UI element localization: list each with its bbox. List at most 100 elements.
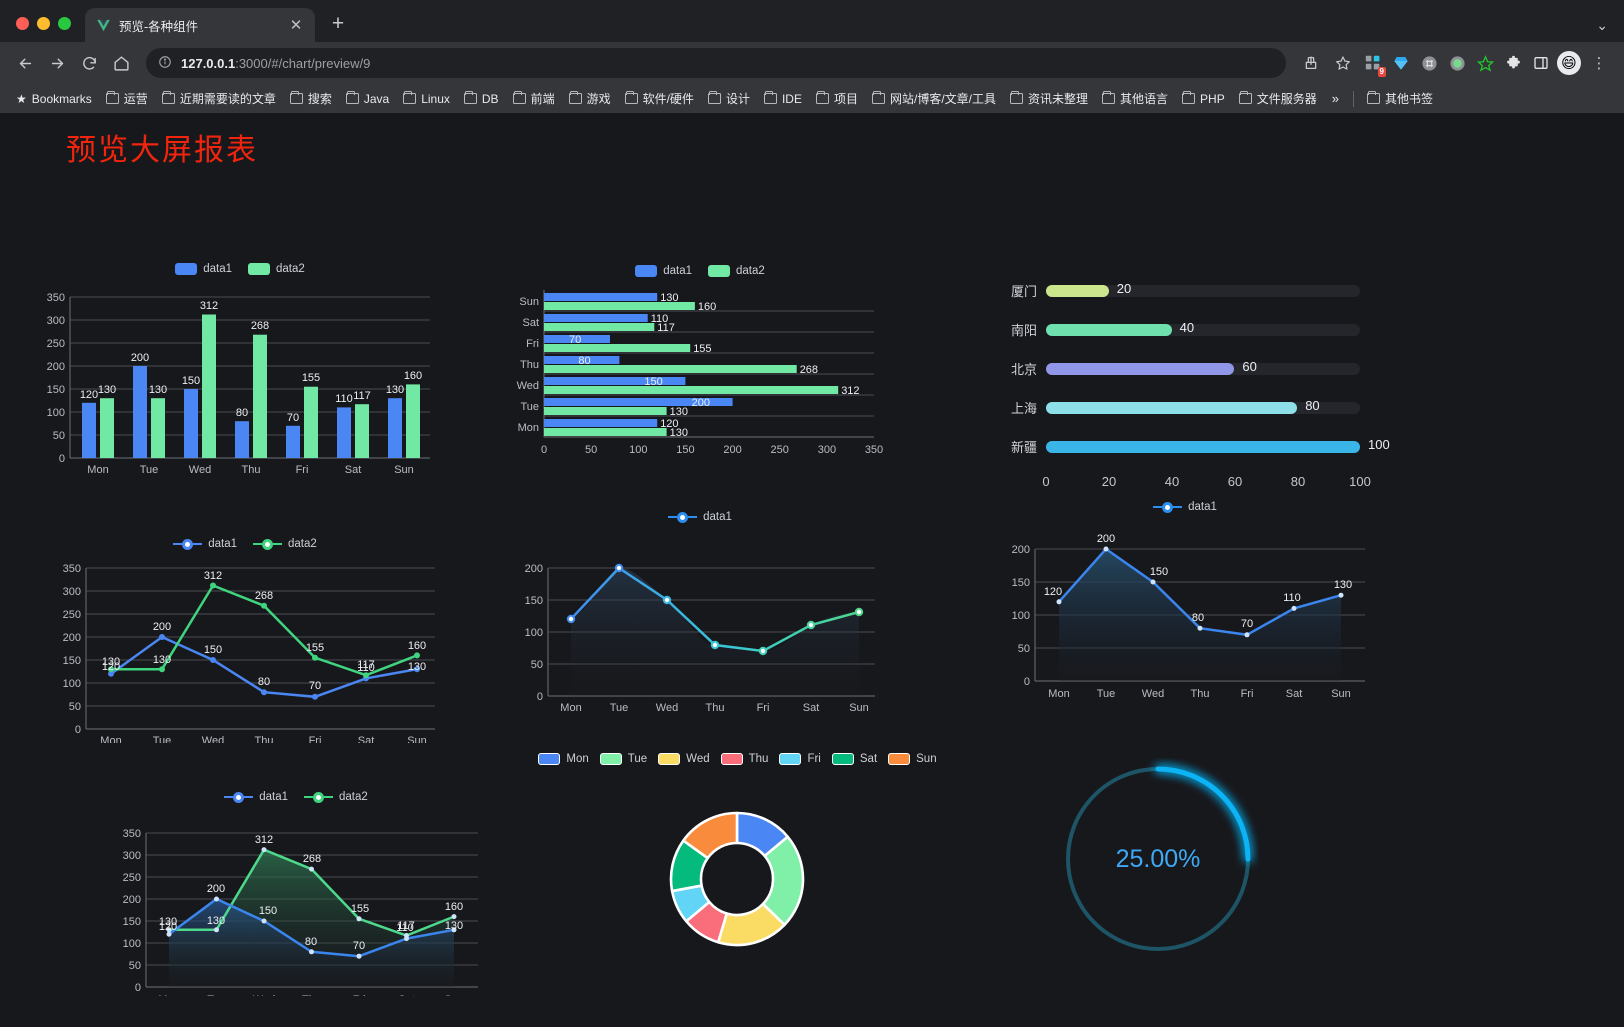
svg-text:100: 100	[525, 627, 543, 639]
legend-item-data2[interactable]: data2	[248, 263, 305, 275]
legend-item-data2[interactable]: data2	[253, 538, 317, 550]
home-icon[interactable]	[106, 48, 136, 78]
progress-track[interactable]: 40	[1046, 320, 1360, 336]
bookmark-folder-9[interactable]: 设计	[702, 87, 756, 110]
command-icon[interactable]	[1416, 50, 1442, 76]
svg-text:100: 100	[47, 407, 65, 419]
svg-text:50: 50	[129, 960, 141, 972]
bookmark-folder-12[interactable]: 网站/博客/文章/工具	[866, 87, 1002, 110]
legend-item-fri[interactable]: Fri	[779, 753, 821, 765]
share-icon[interactable]	[1296, 48, 1326, 78]
address-bar[interactable]: 127.0.0.1:3000/#/chart/preview/9	[146, 48, 1286, 78]
legend-item-sun[interactable]: Sun	[888, 753, 937, 765]
info-circle-icon[interactable]	[158, 55, 172, 72]
minimize-window-button[interactable]	[37, 17, 50, 30]
progress-track[interactable]: 60	[1046, 359, 1360, 375]
svg-text:Sat: Sat	[803, 702, 820, 713]
avatar[interactable]: 😄	[1556, 50, 1582, 76]
bookmark-folder-10[interactable]: IDE	[758, 89, 808, 109]
bookmark-folder-5[interactable]: DB	[458, 89, 505, 109]
bookmark-folder-8[interactable]: 软件/硬件	[619, 87, 700, 110]
points-data1[interactable]	[566, 563, 864, 656]
progress-row-beijing[interactable]: 北京 60	[1000, 349, 1360, 388]
green-circle-icon[interactable]	[1444, 50, 1470, 76]
bookmark-folder-6[interactable]: 前端	[507, 87, 561, 110]
svg-text:350: 350	[63, 563, 81, 575]
bookmark-folder-4[interactable]: Linux	[397, 89, 456, 109]
puzzle-icon[interactable]	[1500, 50, 1526, 76]
svg-text:Mon: Mon	[87, 464, 108, 476]
toolbar-right: 9 😄 ⋮	[1296, 48, 1614, 78]
bookmark-folder-11[interactable]: 项目	[810, 87, 864, 110]
progress-track[interactable]: 100	[1046, 437, 1390, 453]
legend-item-data2[interactable]: data2	[708, 265, 765, 277]
smooth-line-svg: 200 150 100 50 0	[525, 563, 875, 714]
svg-text:130: 130	[660, 292, 678, 304]
chevron-down-icon[interactable]: ⌄	[1596, 17, 1608, 33]
progress-row-xiamen[interactable]: 厦门 20	[1000, 271, 1360, 310]
points[interactable]	[166, 847, 457, 959]
legend-item-tue[interactable]: Tue	[599, 753, 647, 765]
svg-text:Fri: Fri	[526, 338, 539, 350]
bookmark-manager-item[interactable]: ★ Bookmarks	[10, 89, 98, 109]
side-panel-icon[interactable]	[1528, 50, 1554, 76]
legend-item-data2[interactable]: data2	[304, 791, 368, 803]
browser-tab[interactable]: 预览-各种组件 ✕	[85, 8, 315, 42]
bookmark-folder-3[interactable]: Java	[340, 89, 395, 109]
svg-text:Wed: Wed	[1142, 688, 1164, 700]
bookmark-folder-15[interactable]: PHP	[1176, 89, 1231, 109]
progress-track[interactable]: 80	[1046, 398, 1360, 414]
close-window-button[interactable]	[16, 17, 29, 30]
close-icon[interactable]: ✕	[289, 17, 303, 34]
points-data2[interactable]	[108, 582, 420, 679]
legend-label: Sat	[859, 753, 878, 765]
legend-item-data1[interactable]: data1	[635, 265, 692, 277]
other-bookmarks-folder[interactable]: 其他书签	[1361, 87, 1439, 110]
bookmark-folder-13[interactable]: 资讯未整理	[1004, 87, 1094, 110]
star-icon[interactable]	[1328, 48, 1358, 78]
legend-item-wed[interactable]: Wed	[658, 753, 710, 765]
folder-icon	[871, 90, 885, 104]
hbars-data2[interactable]	[544, 302, 839, 436]
three-dot-menu-icon[interactable]: ⋮	[1591, 55, 1607, 72]
legend-item-data1[interactable]: data1	[173, 538, 237, 550]
legend-item-data1[interactable]: data1	[224, 791, 288, 803]
legend-item-mon[interactable]: Mon	[538, 753, 589, 765]
pie-slice-sun[interactable]	[682, 811, 739, 860]
bookmark-folder-14[interactable]: 其他语言	[1096, 87, 1174, 110]
bookmark-folder-0[interactable]: 运营	[100, 87, 154, 110]
svg-text:Sat: Sat	[522, 317, 539, 329]
back-icon[interactable]	[10, 48, 40, 78]
bookmark-folder-7[interactable]: 游戏	[563, 87, 617, 110]
progress-row-nanyang[interactable]: 南阳 40	[1000, 310, 1360, 349]
bars-data2[interactable]	[100, 314, 420, 459]
svg-text:150: 150	[47, 384, 65, 396]
bookmark-folder-1[interactable]: 近期需要读的文章	[156, 87, 282, 110]
legend-item-data1[interactable]: data1	[1153, 501, 1217, 513]
bars-data1[interactable]	[82, 366, 402, 458]
reload-icon[interactable]	[74, 48, 104, 78]
points-data1[interactable]	[1056, 546, 1344, 638]
new-tab-button[interactable]: +	[331, 12, 345, 35]
progress-track[interactable]: 20	[1046, 281, 1360, 297]
chart-bar-vertical: data1 data2 350 300	[30, 263, 450, 483]
extensions-grid-icon[interactable]: 9	[1360, 50, 1386, 77]
diamond-icon[interactable]	[1388, 50, 1414, 76]
bookmarks-overflow-button[interactable]: »	[1331, 91, 1339, 106]
forward-icon[interactable]	[42, 48, 72, 78]
maximize-window-button[interactable]	[58, 17, 71, 30]
bookmark-folder-16[interactable]: 文件服务器	[1233, 87, 1323, 110]
area2-chart-svg: 350 300 250 200 150 100 50 0	[123, 828, 478, 1006]
bookmark-folder-2[interactable]: 搜索	[284, 87, 338, 110]
hbars-data1[interactable]	[544, 293, 733, 427]
star-outline-green-icon[interactable]	[1472, 50, 1498, 76]
progress-row-xinjiang[interactable]: 新疆 100	[1000, 427, 1390, 466]
legend-item-data1[interactable]: data1	[668, 511, 732, 523]
points-data1[interactable]	[108, 634, 420, 700]
legend-item-sat[interactable]: Sat	[831, 753, 878, 765]
legend-item-data1[interactable]: data1	[175, 263, 232, 275]
svg-text:Thu: Thu	[706, 702, 725, 713]
svg-text:300: 300	[123, 850, 141, 862]
progress-row-shanghai[interactable]: 上海 80	[1000, 388, 1360, 427]
legend-item-thu[interactable]: Thu	[720, 753, 768, 765]
